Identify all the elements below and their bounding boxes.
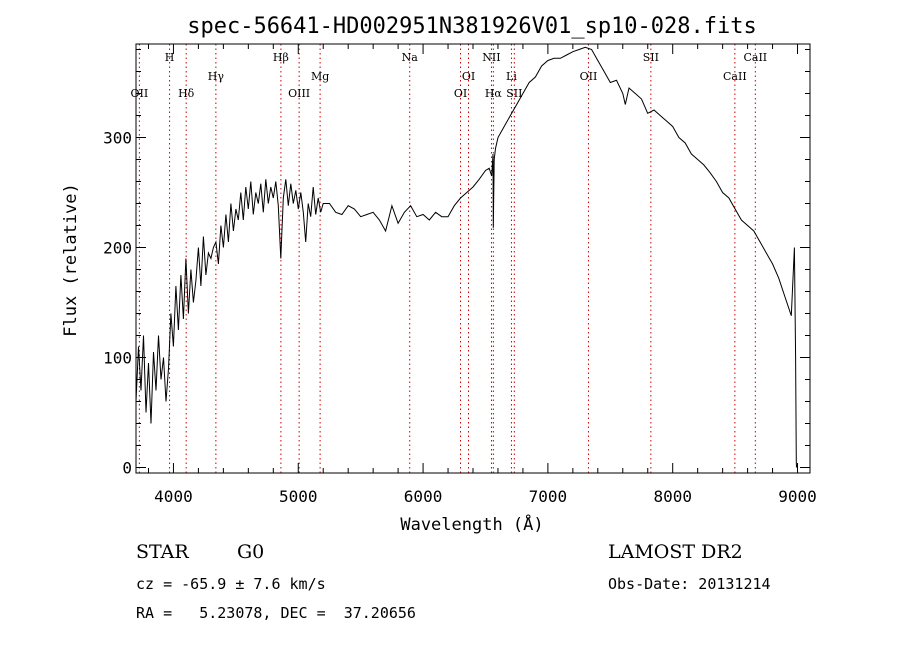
- line-label-3: Hγ: [208, 70, 225, 83]
- plot-frame: [135, 43, 811, 474]
- object-type: STAR: [136, 541, 189, 563]
- y-tick-label: 300: [103, 129, 132, 148]
- x-axis-label: Wavelength (Å): [400, 513, 543, 535]
- cz-readout: cz = -65.9 ± 7.6 km/s: [136, 575, 326, 593]
- line-label-5: OIII: [288, 87, 310, 100]
- y-tick-label: 200: [103, 239, 132, 258]
- line-label-7: Na: [402, 51, 419, 64]
- y-axis: 0 100 200 300: [103, 49, 810, 478]
- line-label-11: Hα: [485, 87, 503, 100]
- spectral-line-markers: OIIHHδHγHβOIIIMgNaOIOINIIHαLiSIIOIISIICa…: [131, 44, 767, 473]
- x-tick-label: 5000: [279, 487, 318, 506]
- line-label-4: Hβ: [273, 51, 289, 64]
- x-tick-label: 7000: [529, 487, 568, 506]
- line-label-14: OII: [580, 70, 598, 83]
- line-label-16: CaII: [723, 70, 747, 83]
- line-label-10: NII: [482, 51, 500, 64]
- x-tick-label: 4000: [154, 487, 193, 506]
- line-label-15: SII: [643, 51, 659, 64]
- y-axis-label: Flux (relative): [61, 183, 81, 337]
- line-label-12: Li: [506, 70, 517, 83]
- x-tick-label: 6000: [404, 487, 443, 506]
- x-axis: 4000 5000 6000 7000 8000 9000: [147, 44, 817, 506]
- coordinates-readout: RA = 5.23078, DEC = 37.20656: [136, 604, 416, 622]
- x-tick-label: 8000: [653, 487, 692, 506]
- x-tick-label: 9000: [778, 487, 817, 506]
- spectrum-chart: spec-56641-HD002951N381926V01_sp10-028.f…: [61, 14, 817, 535]
- spectrum-series-line: [135, 46, 797, 468]
- survey-label: LAMOST DR2: [608, 541, 743, 563]
- y-tick-label: 0: [122, 459, 132, 478]
- spectral-subclass: G0: [237, 541, 265, 563]
- line-label-8: OI: [454, 87, 467, 100]
- line-label-13: SII: [506, 87, 522, 100]
- chart-title: spec-56641-HD002951N381926V01_sp10-028.f…: [187, 14, 757, 39]
- line-label-17: CaII: [743, 51, 767, 64]
- line-label-1: H: [165, 51, 175, 64]
- line-label-9: OI: [462, 70, 475, 83]
- obs-date: Obs-Date: 20131214: [608, 575, 771, 593]
- y-tick-label: 100: [103, 349, 132, 368]
- line-label-2: Hδ: [178, 87, 195, 100]
- line-label-6: Mg: [311, 70, 329, 83]
